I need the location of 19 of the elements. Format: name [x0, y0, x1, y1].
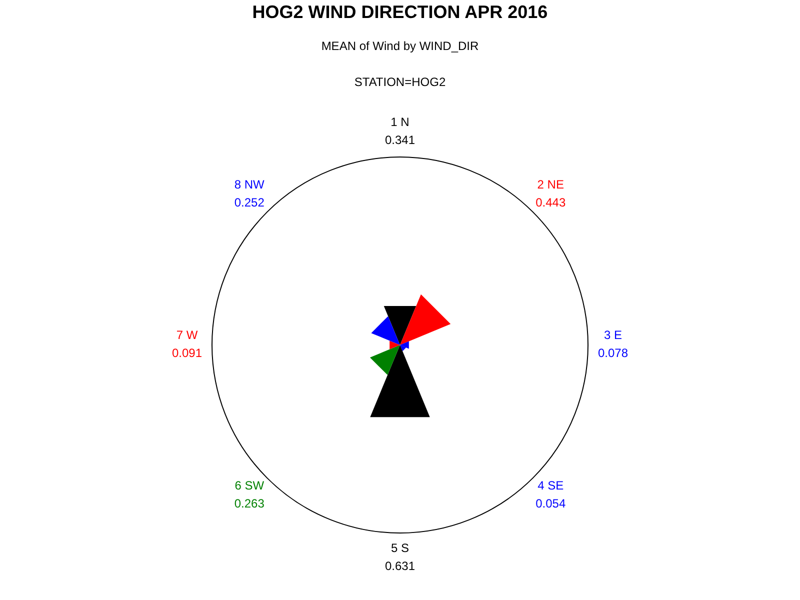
text: STATION=HOG2: [354, 75, 446, 89]
category-label: 2 NE: [537, 177, 564, 192]
data-label: 0.631: [384, 559, 416, 573]
category-label: 3 E: [604, 328, 622, 342]
data-label: 0.443: [536, 195, 566, 210]
category-label: 8 NW: [234, 177, 266, 192]
category-label: 4 SE: [538, 478, 564, 493]
data-label: 0.252: [234, 195, 265, 210]
data-label: 0.054: [536, 496, 566, 511]
text: MEAN of Wind by WIND_DIR: [321, 39, 480, 53]
category-label: 5 S: [390, 541, 410, 555]
category-label: 6 SW: [234, 478, 265, 493]
data-label: 0.078: [598, 346, 628, 360]
data-label: 0.091: [172, 346, 202, 360]
text: HOG2 WIND DIRECTION APR 2016: [252, 2, 548, 22]
data-label: 0.263: [234, 496, 265, 511]
category-label: 1 N: [390, 115, 410, 129]
category-label: 7 W: [176, 328, 198, 342]
data-label: 0.341: [384, 133, 416, 147]
